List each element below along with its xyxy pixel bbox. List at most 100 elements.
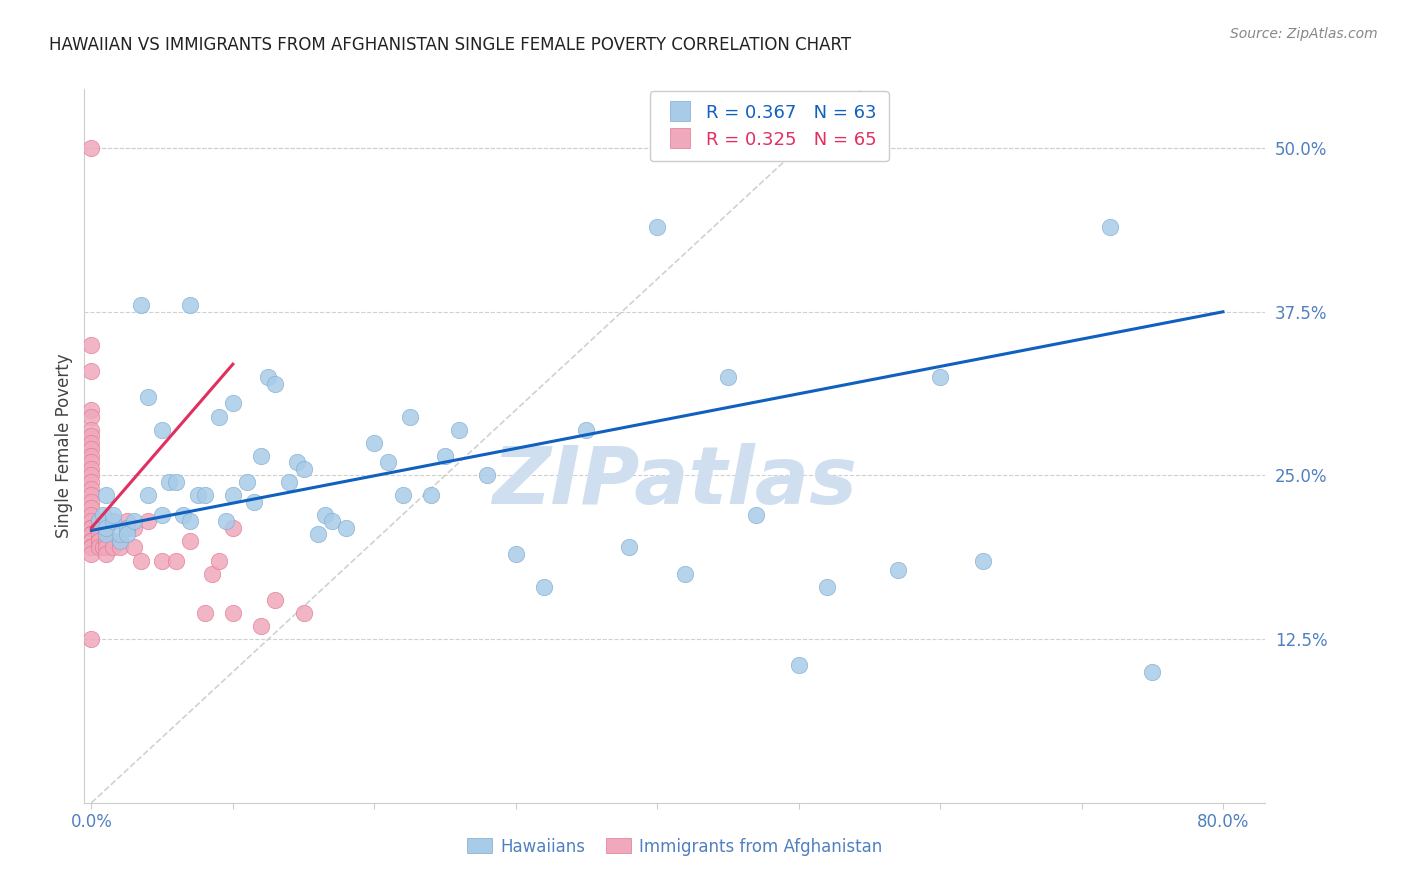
Point xyxy=(886,563,908,577)
Point xyxy=(236,475,259,489)
Point xyxy=(222,396,245,410)
Point xyxy=(391,488,413,502)
Point xyxy=(94,488,117,502)
Point xyxy=(80,521,103,535)
Point xyxy=(94,521,117,535)
Point xyxy=(1142,665,1164,679)
Point xyxy=(278,475,301,489)
Point xyxy=(80,527,103,541)
Point xyxy=(94,541,117,555)
Point xyxy=(80,541,103,555)
Point xyxy=(87,527,110,541)
Point xyxy=(91,541,114,555)
Point xyxy=(80,403,103,417)
Point xyxy=(94,527,117,541)
Point xyxy=(80,409,103,424)
Point xyxy=(419,488,441,502)
Point xyxy=(165,553,187,567)
Point xyxy=(215,514,238,528)
Point xyxy=(122,521,145,535)
Point xyxy=(80,514,103,528)
Point xyxy=(101,514,124,528)
Point xyxy=(80,141,103,155)
Point xyxy=(87,521,110,535)
Point xyxy=(101,508,124,522)
Point xyxy=(94,533,117,548)
Point xyxy=(80,482,103,496)
Point xyxy=(222,521,245,535)
Point xyxy=(87,514,110,528)
Point xyxy=(94,527,117,541)
Point xyxy=(80,475,103,489)
Point xyxy=(80,547,103,561)
Point xyxy=(449,423,471,437)
Point xyxy=(80,508,103,522)
Point xyxy=(1098,219,1121,234)
Point xyxy=(87,533,110,548)
Point xyxy=(80,501,103,516)
Point xyxy=(292,606,315,620)
Point xyxy=(434,449,457,463)
Point xyxy=(80,429,103,443)
Point xyxy=(243,494,266,508)
Point xyxy=(108,533,131,548)
Point xyxy=(80,449,103,463)
Point xyxy=(80,364,103,378)
Point xyxy=(108,533,131,548)
Point xyxy=(307,527,329,541)
Text: HAWAIIAN VS IMMIGRANTS FROM AFGHANISTAN SINGLE FEMALE POVERTY CORRELATION CHART: HAWAIIAN VS IMMIGRANTS FROM AFGHANISTAN … xyxy=(49,36,852,54)
Point xyxy=(675,566,697,581)
Point xyxy=(150,423,173,437)
Point xyxy=(80,494,103,508)
Point xyxy=(717,370,740,384)
Point xyxy=(80,488,103,502)
Point xyxy=(575,423,598,437)
Point xyxy=(94,521,117,535)
Point xyxy=(179,514,201,528)
Point xyxy=(745,508,768,522)
Point xyxy=(101,514,124,528)
Point xyxy=(314,508,336,522)
Point xyxy=(179,298,201,312)
Point xyxy=(929,370,952,384)
Point xyxy=(186,488,208,502)
Point xyxy=(972,553,994,567)
Point xyxy=(398,409,420,424)
Text: Source: ZipAtlas.com: Source: ZipAtlas.com xyxy=(1230,27,1378,41)
Point xyxy=(179,533,201,548)
Point xyxy=(172,508,194,522)
Point xyxy=(87,533,110,548)
Point xyxy=(194,606,217,620)
Point xyxy=(150,553,173,567)
Point xyxy=(285,455,308,469)
Point xyxy=(136,488,159,502)
Point xyxy=(115,521,138,535)
Point xyxy=(129,298,152,312)
Point xyxy=(122,541,145,555)
Point xyxy=(80,423,103,437)
Point xyxy=(292,462,315,476)
Point xyxy=(157,475,180,489)
Point xyxy=(222,606,245,620)
Point xyxy=(208,409,231,424)
Point xyxy=(335,521,357,535)
Point xyxy=(80,455,103,469)
Point xyxy=(617,541,640,555)
Point xyxy=(115,521,138,535)
Point xyxy=(80,337,103,351)
Y-axis label: Single Female Poverty: Single Female Poverty xyxy=(55,354,73,538)
Legend: Hawaiians, Immigrants from Afghanistan: Hawaiians, Immigrants from Afghanistan xyxy=(461,831,889,863)
Point xyxy=(194,488,217,502)
Point xyxy=(87,521,110,535)
Point xyxy=(645,219,668,234)
Point xyxy=(321,514,343,528)
Point xyxy=(80,533,103,548)
Point xyxy=(91,514,114,528)
Point xyxy=(87,541,110,555)
Point xyxy=(787,658,810,673)
Point xyxy=(108,527,131,541)
Point xyxy=(377,455,399,469)
Point xyxy=(80,435,103,450)
Point xyxy=(250,619,273,633)
Point xyxy=(80,442,103,457)
